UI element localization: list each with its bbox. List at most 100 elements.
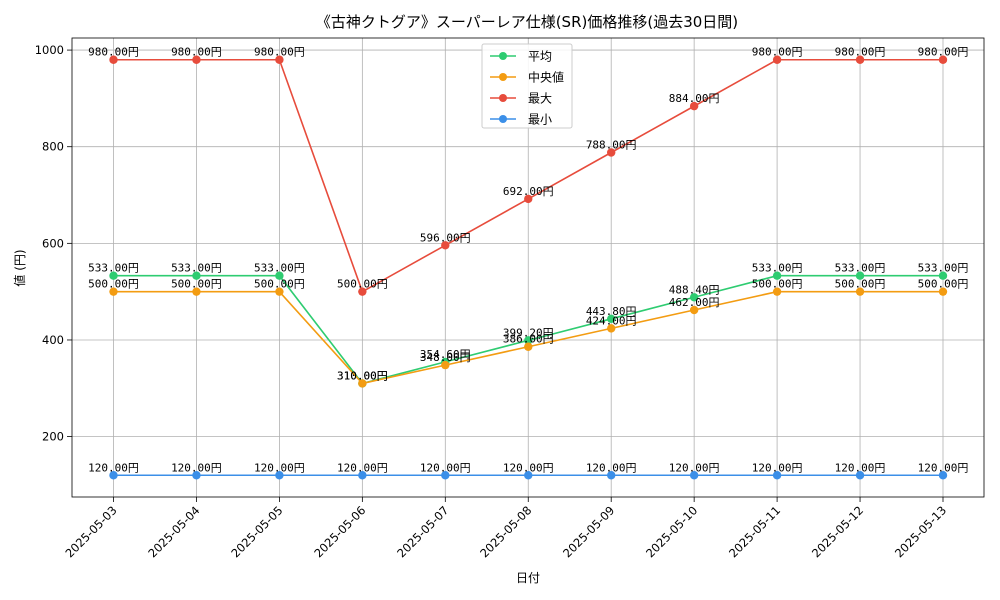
data-point bbox=[938, 55, 948, 64]
data-point bbox=[524, 342, 533, 351]
data-point bbox=[689, 471, 699, 480]
data-label: 500.00円 bbox=[254, 278, 305, 291]
data-point bbox=[855, 271, 865, 280]
series-2 bbox=[109, 287, 948, 388]
data-label: 980.00円 bbox=[171, 46, 222, 59]
chart-title: 《古神クトグア》スーパーレア仕様(SR)価格推移(過去30日間) bbox=[316, 13, 738, 31]
data-point bbox=[358, 287, 367, 296]
y-axis-label: 値 (円) bbox=[12, 249, 27, 286]
data-label-layer: 533.00円 533.00円 533.00円 310.00円 354.60円 399.2… bbox=[88, 46, 968, 475]
data-point bbox=[689, 101, 699, 111]
data-point bbox=[524, 471, 533, 480]
data-label: 500.00円 bbox=[918, 278, 969, 291]
y-tick-label: 800 bbox=[42, 140, 64, 154]
data-label: 596.00円 bbox=[420, 231, 471, 244]
data-point bbox=[275, 287, 284, 296]
data-point bbox=[275, 55, 284, 64]
data-point bbox=[192, 471, 201, 480]
legend-marker bbox=[499, 94, 507, 102]
data-point bbox=[109, 55, 118, 64]
data-label: 980.00円 bbox=[835, 46, 886, 59]
x-tick-label: 2025-05-13 bbox=[892, 503, 949, 560]
data-label: 533.00円 bbox=[254, 262, 305, 275]
data-label: 884.00円 bbox=[669, 92, 720, 105]
data-point bbox=[441, 471, 450, 480]
series-4 bbox=[109, 471, 948, 480]
data-label: 120.00円 bbox=[586, 461, 637, 474]
x-tick-label: 2025-05-09 bbox=[560, 503, 617, 560]
data-point bbox=[689, 293, 699, 302]
series-layer bbox=[109, 55, 948, 480]
data-label: 462.00円 bbox=[669, 296, 720, 309]
data-point bbox=[855, 55, 865, 64]
data-point bbox=[358, 471, 367, 480]
legend-marker bbox=[499, 52, 507, 60]
data-point bbox=[109, 471, 118, 480]
data-label: 120.00円 bbox=[503, 461, 554, 474]
data-point bbox=[855, 471, 865, 480]
data-point bbox=[275, 471, 284, 480]
data-point bbox=[772, 287, 782, 296]
data-point bbox=[607, 471, 616, 480]
data-label: 354.60円 bbox=[420, 348, 471, 361]
data-point bbox=[192, 55, 201, 64]
data-point bbox=[689, 305, 699, 315]
data-point bbox=[275, 271, 284, 280]
data-label: 120.00円 bbox=[171, 461, 222, 474]
y-tick-label: 200 bbox=[42, 430, 64, 444]
data-point bbox=[441, 360, 450, 370]
data-point bbox=[607, 148, 616, 157]
legend-marker bbox=[499, 73, 507, 81]
data-point bbox=[192, 271, 201, 280]
data-point bbox=[772, 55, 782, 64]
data-label: 533.00円 bbox=[752, 262, 803, 275]
y-tick-label: 400 bbox=[42, 333, 64, 347]
data-point bbox=[938, 287, 948, 296]
data-point bbox=[192, 287, 201, 296]
data-label: 533.00円 bbox=[835, 262, 886, 275]
data-label: 310.00円 bbox=[337, 369, 388, 382]
x-axis-label: 日付 bbox=[516, 571, 540, 585]
data-label: 386.00円 bbox=[503, 333, 554, 346]
y-tick-label: 1000 bbox=[35, 43, 64, 57]
data-point bbox=[109, 287, 118, 296]
x-tick-label: 2025-05-05 bbox=[228, 503, 285, 560]
x-tick-label: 2025-05-08 bbox=[477, 503, 534, 560]
series-3 bbox=[109, 55, 948, 296]
legend-label: 平均 bbox=[528, 50, 552, 64]
x-tick-label: 2025-05-07 bbox=[394, 503, 451, 560]
data-label: 310.00円 bbox=[337, 369, 388, 382]
data-label: 500.00円 bbox=[752, 278, 803, 291]
data-label: 980.00円 bbox=[918, 46, 969, 59]
data-point bbox=[938, 271, 948, 280]
data-point bbox=[441, 241, 450, 250]
legend-box bbox=[481, 43, 573, 129]
x-tick-label: 2025-05-03 bbox=[62, 503, 119, 560]
data-label: 533.00円 bbox=[918, 262, 969, 275]
data-point bbox=[109, 271, 118, 280]
data-label: 980.00円 bbox=[88, 46, 139, 59]
x-tick-label: 2025-05-11 bbox=[726, 503, 783, 560]
legend-marker bbox=[499, 115, 507, 123]
data-label: 424.00円 bbox=[586, 314, 637, 327]
data-label: 120.00円 bbox=[88, 461, 139, 474]
legend-label: 中央値 bbox=[528, 70, 564, 85]
data-label: 533.00円 bbox=[171, 262, 222, 275]
data-point bbox=[524, 336, 533, 345]
data-label: 488.40円 bbox=[669, 283, 720, 296]
data-point bbox=[772, 471, 782, 480]
data-label: 348.00円 bbox=[420, 351, 471, 364]
data-point bbox=[358, 379, 367, 388]
data-label: 980.00円 bbox=[254, 46, 305, 59]
data-label: 533.00円 bbox=[88, 262, 139, 275]
legend-label: 最大 bbox=[528, 92, 552, 106]
data-label: 120.00円 bbox=[254, 461, 305, 474]
x-tick-label: 2025-05-12 bbox=[809, 503, 866, 560]
data-label: 500.00円 bbox=[835, 278, 886, 291]
data-label: 399.20円 bbox=[503, 326, 554, 339]
data-point bbox=[772, 271, 782, 280]
y-tick-label: 600 bbox=[42, 236, 64, 250]
data-point bbox=[607, 324, 616, 333]
x-tick-label: 2025-05-06 bbox=[311, 503, 368, 560]
